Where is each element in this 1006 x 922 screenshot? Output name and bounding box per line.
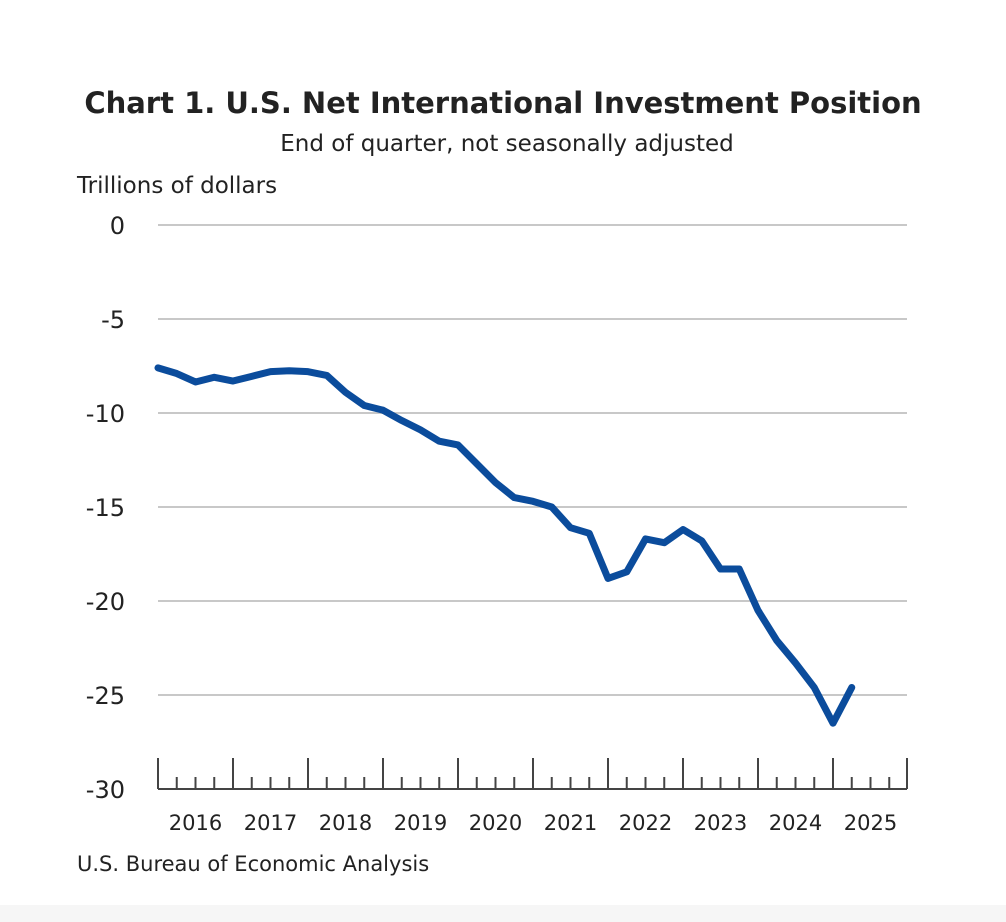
- series-line: [154, 364, 856, 727]
- x-tick-label: 2021: [544, 811, 597, 835]
- x-tick-label: 2022: [619, 811, 672, 835]
- y-tick-label: -10: [86, 400, 125, 428]
- y-tick-label: -20: [86, 588, 125, 616]
- x-tick-label: 2016: [169, 811, 222, 835]
- y-axis-label: Trillions of dollars: [77, 173, 278, 199]
- source-note: U.S. Bureau of Economic Analysis: [77, 852, 430, 876]
- y-tick-label: -30: [86, 776, 125, 804]
- x-tick-label: 2024: [769, 811, 822, 835]
- x-tick-label: 2017: [244, 811, 297, 835]
- x-tick-label: 2025: [844, 811, 897, 835]
- y-tick-label: -25: [86, 682, 125, 710]
- chart-title: Chart 1. U.S. Net International Investme…: [84, 86, 922, 120]
- x-tick-label: 2019: [394, 811, 447, 835]
- chart-subtitle: End of quarter, not seasonally adjusted: [280, 131, 734, 157]
- bottom-strip: [0, 905, 1006, 922]
- y-tick-label: 0: [110, 212, 125, 240]
- y-tick-label: -5: [101, 306, 125, 334]
- y-tick-label: -15: [86, 494, 125, 522]
- x-tick-label: 2020: [469, 811, 522, 835]
- x-tick-label: 2018: [319, 811, 372, 835]
- x-tick-label: 2023: [694, 811, 747, 835]
